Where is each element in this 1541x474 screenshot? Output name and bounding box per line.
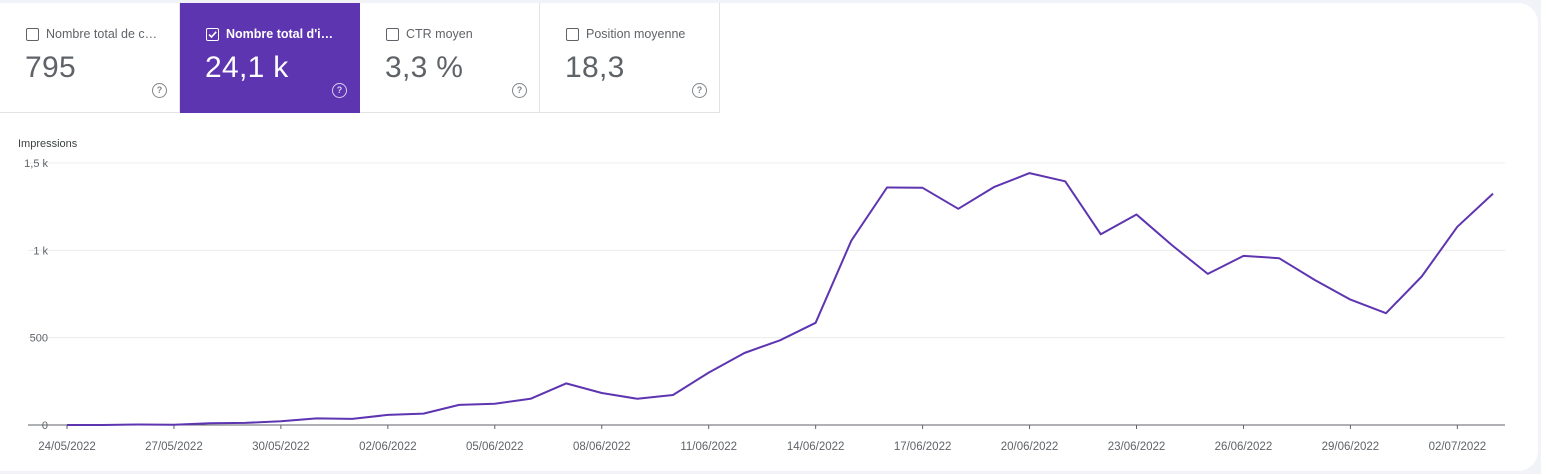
gridlines (28, 162, 1505, 426)
line-chart-svg: Impressions 0 500 1 k 1,5 k 24/05/2022 27/05… (18, 138, 1505, 453)
data-point[interactable] (777, 337, 783, 343)
help-icon[interactable]: ? (332, 83, 347, 98)
checkbox-icon[interactable] (386, 28, 399, 41)
data-point[interactable] (884, 184, 890, 190)
series-line-impressions (67, 172, 1494, 426)
x-tick-label: 24/05/2022 (38, 441, 96, 453)
y-tick-labels: 0 500 1 k 1,5 k (24, 158, 48, 432)
metric-label: CTR moyen (406, 27, 473, 41)
data-point[interactable] (813, 320, 819, 326)
data-point[interactable] (242, 420, 248, 426)
metric-total-impressions[interactable]: Nombre total d'im… 24,1 k ? (180, 3, 360, 113)
x-tick-label: 08/06/2022 (573, 441, 631, 453)
data-point[interactable] (135, 421, 141, 427)
data-points (64, 170, 1496, 428)
data-point[interactable] (599, 390, 605, 396)
x-tick-label: 17/06/2022 (894, 441, 952, 453)
metric-average-position[interactable]: Position moyenne 18,3 ? (540, 3, 720, 113)
y-tick-label: 1 k (33, 245, 48, 257)
data-point[interactable] (741, 350, 747, 356)
impressions-chart: Impressions 0 500 1 k 1,5 k 24/05/2022 27/05… (0, 113, 1538, 471)
y-tick-label: 1,5 k (24, 158, 48, 170)
metric-tabs: Nombre total de c… 795 ? Nombre total d'… (0, 3, 720, 113)
performance-card: Nombre total de c… 795 ? Nombre total d'… (0, 3, 1538, 471)
help-icon[interactable]: ? (152, 83, 167, 98)
data-point[interactable] (563, 380, 569, 386)
data-point[interactable] (1490, 191, 1496, 197)
x-tick-labels: 24/05/2022 27/05/2022 30/05/2022 02/06/2022… (38, 425, 1486, 453)
data-point[interactable] (1383, 310, 1389, 316)
metric-average-ctr[interactable]: CTR moyen 3,3 % ? (360, 3, 540, 113)
data-point[interactable] (670, 392, 676, 398)
data-point[interactable] (278, 418, 284, 424)
metric-label: Nombre total de c… (46, 27, 158, 41)
data-point[interactable] (385, 412, 391, 418)
data-point[interactable] (1419, 274, 1425, 280)
x-tick-label: 30/05/2022 (252, 441, 310, 453)
x-tick-label: 20/06/2022 (1001, 441, 1059, 453)
data-point[interactable] (848, 238, 854, 244)
x-tick-label: 14/06/2022 (787, 441, 845, 453)
metric-value: 3,3 % (385, 51, 464, 84)
x-tick-label: 27/05/2022 (145, 441, 203, 453)
data-point[interactable] (991, 184, 997, 190)
data-point[interactable] (706, 370, 712, 376)
data-point[interactable] (64, 422, 70, 428)
data-point[interactable] (456, 402, 462, 408)
metric-value: 795 (25, 51, 76, 84)
y-tick-label: 500 (30, 333, 48, 345)
checkbox-icon[interactable] (566, 28, 579, 41)
y-axis-label: Impressions (18, 138, 78, 150)
data-point[interactable] (1134, 212, 1140, 218)
metric-total-clicks[interactable]: Nombre total de c… 795 ? (0, 3, 180, 113)
data-point[interactable] (1454, 224, 1460, 230)
data-point[interactable] (955, 206, 961, 212)
data-point[interactable] (1347, 297, 1353, 303)
x-tick-label: 02/07/2022 (1429, 441, 1487, 453)
y-tick-label: 0 (42, 420, 48, 432)
metric-value: 24,1 k (205, 51, 289, 84)
x-tick-label: 29/06/2022 (1322, 441, 1380, 453)
x-tick-label: 05/06/2022 (466, 441, 524, 453)
x-tick-label: 23/06/2022 (1108, 441, 1166, 453)
metric-label: Nombre total d'im… (226, 27, 342, 41)
data-point[interactable] (349, 416, 355, 422)
data-point[interactable] (1169, 242, 1175, 248)
data-point[interactable] (1240, 253, 1246, 259)
metric-value: 18,3 (565, 51, 625, 84)
data-point[interactable] (1027, 170, 1033, 176)
data-point[interactable] (171, 422, 177, 428)
help-icon[interactable]: ? (512, 83, 527, 98)
data-point[interactable] (1276, 255, 1282, 261)
data-point[interactable] (492, 401, 498, 407)
data-point[interactable] (634, 396, 640, 402)
metric-label: Position moyenne (586, 27, 686, 41)
data-point[interactable] (1312, 277, 1318, 283)
data-point[interactable] (1098, 231, 1104, 237)
data-point[interactable] (920, 185, 926, 191)
data-point[interactable] (314, 415, 320, 421)
x-tick-label: 11/06/2022 (680, 441, 737, 453)
data-point[interactable] (1062, 178, 1068, 184)
checkbox-icon[interactable] (26, 28, 39, 41)
data-point[interactable] (527, 396, 533, 402)
x-tick-label: 02/06/2022 (359, 441, 417, 453)
data-point[interactable] (1205, 271, 1211, 277)
x-tick-label: 26/06/2022 (1215, 441, 1273, 453)
data-point[interactable] (207, 420, 213, 426)
checkbox-checked-icon[interactable] (206, 28, 219, 41)
data-point[interactable] (421, 411, 427, 417)
help-icon[interactable]: ? (692, 83, 707, 98)
data-point[interactable] (100, 422, 106, 428)
